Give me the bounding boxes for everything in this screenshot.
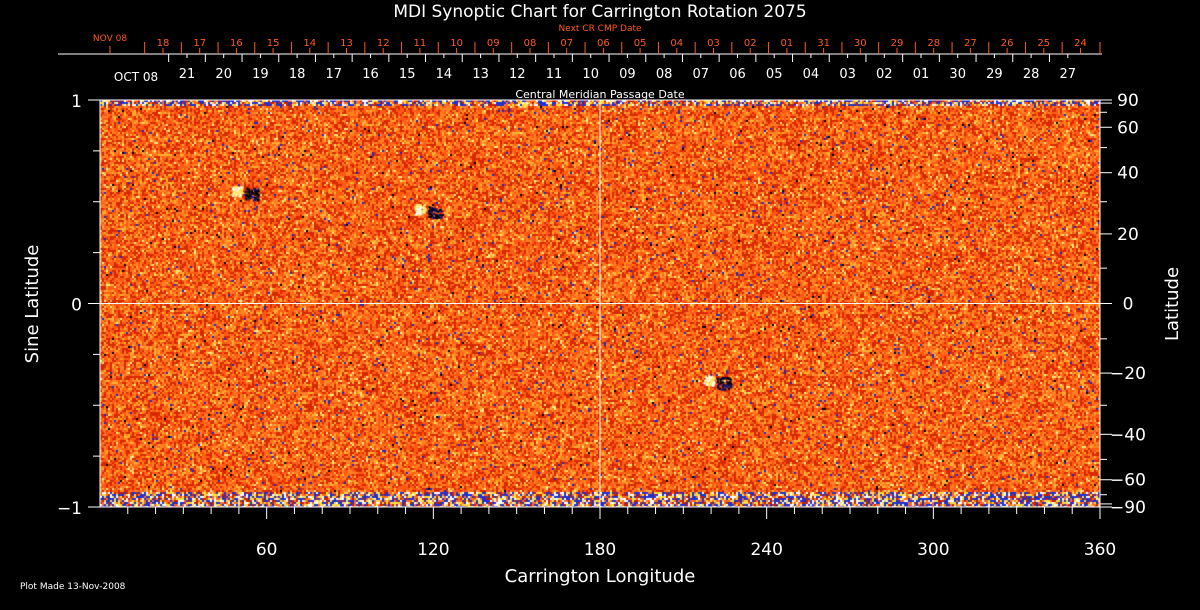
next-cr-date-label: 13 xyxy=(340,38,353,49)
next-cr-date-label: 11 xyxy=(414,38,427,49)
x-tick-label: 360 xyxy=(1084,540,1116,560)
cmp-date-label: 27 xyxy=(1060,67,1077,82)
y-tick-label-left: 0 xyxy=(71,296,82,316)
cmp-date-label: 29 xyxy=(986,67,1003,82)
next-cr-date-label: 15 xyxy=(267,38,280,49)
next-cr-date-label: 08 xyxy=(524,38,537,49)
cmp-date-label: 14 xyxy=(436,67,453,82)
next-cr-date-label: 07 xyxy=(560,38,573,49)
y-axis-label-left: Sine Latitude xyxy=(22,245,43,364)
cmp-date-label: 02 xyxy=(876,67,893,82)
cmp-date-label: 19 xyxy=(252,67,269,82)
next-cr-date-label: 28 xyxy=(927,38,940,49)
cmp-date-label: 18 xyxy=(289,67,306,82)
cmp-date-label: 10 xyxy=(582,67,599,82)
y-tick-label-right: −60 xyxy=(1110,471,1146,491)
cmp-date-label: 07 xyxy=(693,67,710,82)
x-tick-label: 240 xyxy=(750,540,782,560)
next-cr-date-label: 12 xyxy=(377,38,390,49)
y-tick-label-right: −90 xyxy=(1110,498,1146,518)
cmp-axis-title: Central Meridian Passage Date xyxy=(515,88,684,101)
next-cr-date-label: 26 xyxy=(1001,38,1014,49)
y-tick-label-right: 90 xyxy=(1117,91,1139,111)
cmp-date-label: 08 xyxy=(656,67,673,82)
cmp-date-label: 13 xyxy=(472,67,489,82)
plot-made-footer: Plot Made 13-Nov-2008 xyxy=(20,582,126,592)
y-tick-label-right: −40 xyxy=(1110,425,1146,445)
next-cr-date-label: 01 xyxy=(781,38,794,49)
y-tick-label-right: 40 xyxy=(1117,164,1139,184)
next-cr-date-label: 29 xyxy=(891,38,904,49)
cmp-date-label: 30 xyxy=(949,67,966,82)
cmp-date-label: 04 xyxy=(803,67,820,82)
y-tick-label-right: 0 xyxy=(1123,295,1134,315)
next-cr-date-label: 09 xyxy=(487,38,500,49)
cmp-date-label: 05 xyxy=(766,67,783,82)
x-tick-label: 180 xyxy=(584,540,616,560)
x-axis-label: Carrington Longitude xyxy=(505,566,696,587)
cmp-date-label: 03 xyxy=(839,67,856,82)
y-tick-label-left: −1 xyxy=(57,499,82,519)
next-cr-date-label: 30 xyxy=(854,38,867,49)
cmp-date-label: 16 xyxy=(362,67,379,82)
next-cr-date-label: 03 xyxy=(707,38,720,49)
cmp-date-label: 20 xyxy=(215,67,232,82)
cmp-date-label: 11 xyxy=(546,67,563,82)
next-cr-date-label: 16 xyxy=(230,38,243,49)
y-tick-label-right: 20 xyxy=(1117,225,1139,245)
next-cr-date-label: 05 xyxy=(634,38,647,49)
cmp-date-label: 09 xyxy=(619,67,636,82)
cmp-date-label: 06 xyxy=(729,67,746,82)
x-tick-label: 120 xyxy=(417,540,449,560)
y-tick-label-left: 1 xyxy=(71,92,82,112)
cmp-date-label: 17 xyxy=(326,67,343,82)
cmp-date-label: 01 xyxy=(913,67,930,82)
cmp-month-label: OCT 08 xyxy=(114,70,158,84)
next-cr-date-label: 31 xyxy=(817,38,830,49)
y-tick-label-right: −20 xyxy=(1110,364,1146,384)
next-cr-date-label: 04 xyxy=(670,38,683,49)
next-cr-month-label: NOV 08 xyxy=(93,34,127,44)
next-cr-date-label: 06 xyxy=(597,38,610,49)
cmp-date-label: 12 xyxy=(509,67,526,82)
next-cr-date-label: 18 xyxy=(157,38,170,49)
cmp-date-label: 21 xyxy=(179,67,196,82)
next-cr-date-label: 24 xyxy=(1074,38,1087,49)
cmp-date-label: 15 xyxy=(399,67,416,82)
next-cr-date-label: 17 xyxy=(193,38,206,49)
next-cr-date-label: 02 xyxy=(744,38,757,49)
x-tick-label: 300 xyxy=(917,540,949,560)
cmp-date-label: 28 xyxy=(1023,67,1040,82)
x-tick-label: 60 xyxy=(256,540,278,560)
next-cr-date-label: 25 xyxy=(1037,38,1050,49)
next-cr-date-label: 27 xyxy=(964,38,977,49)
y-axis-label-right: Latitude xyxy=(1162,267,1183,341)
next-cr-date-label: 14 xyxy=(303,38,316,49)
next-cr-axis-title: Next CR CMP Date xyxy=(558,24,642,34)
chart-title: MDI Synoptic Chart for Carrington Rotati… xyxy=(393,2,806,22)
y-tick-label-right: 60 xyxy=(1117,118,1139,138)
next-cr-date-label: 10 xyxy=(450,38,463,49)
